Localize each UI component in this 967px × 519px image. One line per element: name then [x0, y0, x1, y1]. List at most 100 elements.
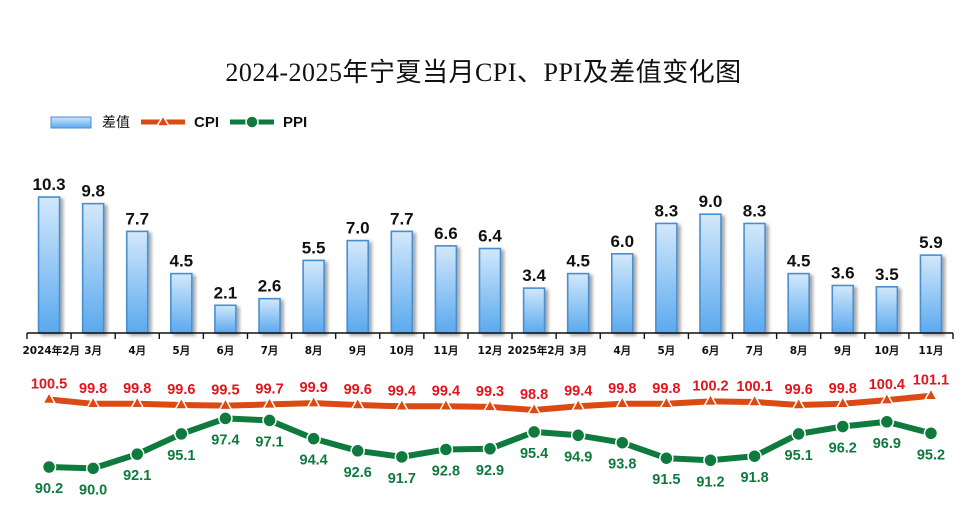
x-tick-label: 11月 [918, 345, 943, 357]
legend-item-ppi: PPI [229, 114, 307, 131]
ppi-value-label: 96.9 [873, 436, 901, 452]
ppi-circle-marker [306, 431, 321, 446]
x-tick-label: 5月 [657, 345, 675, 357]
cpi-triangle-marker [350, 396, 365, 410]
ppi-circle-marker [791, 426, 806, 442]
cpi-value-label: 101.1 [913, 373, 949, 389]
ppi-value-label: 93.8 [608, 457, 636, 473]
x-tick-label: 12月 [477, 345, 502, 357]
ppi-value-label: 92.1 [123, 468, 151, 484]
bar [699, 213, 722, 334]
ppi-value-label: 91.2 [696, 474, 724, 490]
ppi-value-label: 90.0 [79, 482, 107, 498]
cpi-triangle-marker [438, 397, 454, 412]
x-tick-label: 4月 [128, 345, 146, 357]
bar [566, 272, 590, 334]
legend-bar-swatch-icon [50, 116, 92, 129]
cpi-value-label: 99.3 [476, 384, 504, 400]
bar [346, 239, 370, 334]
cpi-triangle-marker [482, 398, 498, 412]
cpi-triangle-marker [129, 395, 145, 409]
x-tick-label: 9月 [349, 345, 367, 357]
cpi-value-label: 99.8 [123, 381, 151, 397]
cpi-triangle-marker [659, 395, 674, 409]
ppi-circle-marker [262, 413, 277, 428]
bar-value-label: 9.8 [81, 182, 105, 201]
ppi-value-label: 97.1 [255, 434, 283, 450]
legend-label-cpi: CPI [194, 113, 220, 131]
cpi-value-label: 99.6 [344, 382, 372, 398]
ppi-value-label: 95.4 [520, 446, 548, 462]
bar [919, 254, 943, 334]
cpi-value-label: 100.4 [869, 377, 905, 393]
cpi-value-label: 98.8 [520, 387, 548, 403]
ppi-circle-marker [41, 459, 57, 475]
ppi-value-label: 91.5 [652, 472, 680, 488]
cpi-value-label: 99.8 [652, 381, 680, 397]
ppi-circle-marker [615, 435, 630, 450]
ppi-circle-marker [879, 414, 895, 430]
bar [522, 287, 546, 334]
ppi-value-label: 92.8 [432, 463, 460, 479]
bar-value-label: 3.4 [522, 266, 546, 285]
bar [170, 272, 193, 334]
bar-value-label: 6.0 [610, 232, 634, 251]
ppi-circle-marker [174, 426, 189, 442]
x-tick-label: 11月 [433, 345, 458, 357]
cpi-triangle-marker [41, 390, 57, 405]
ppi-value-label: 92.9 [476, 463, 504, 479]
legend-ppi-circle-icon [230, 115, 275, 129]
x-tick-label: 10月 [874, 345, 899, 357]
cpi-triangle-marker [174, 396, 189, 410]
ppi-value-label: 94.4 [300, 453, 328, 469]
ppi-circle-marker [394, 449, 410, 465]
bar [875, 285, 899, 334]
bar [125, 230, 149, 334]
bar-value-label: 6.4 [478, 227, 502, 246]
cpi-triangle-marker [85, 395, 101, 409]
chart-title: 2024-2025年宁夏当月CPI、PPI及差值变化图 [225, 58, 742, 87]
bar-value-label: 7.7 [390, 209, 414, 228]
cpi-triangle-marker [879, 391, 895, 405]
legend: 差值 CPI PPI [50, 110, 317, 134]
cpi-value-label: 99.9 [300, 380, 328, 396]
bar-value-label: 7.7 [125, 209, 149, 228]
bar [610, 253, 634, 334]
cpi-triangle-marker [526, 401, 542, 415]
bar [743, 222, 766, 334]
bar-value-label: 8.3 [743, 201, 767, 220]
bar-value-label: 5.9 [919, 233, 943, 252]
ppi-circle-marker [659, 450, 674, 466]
cpi-triangle-marker [703, 392, 718, 407]
x-tick-label: 6月 [702, 345, 720, 357]
ppi-value-label: 91.7 [388, 471, 416, 487]
x-tick-label: 7月 [261, 345, 279, 357]
bar [434, 245, 458, 334]
bar-value-label: 4.5 [566, 252, 590, 271]
bar [390, 230, 414, 334]
ppi-value-label: 96.2 [829, 441, 857, 457]
cpi-value-label: 100.5 [31, 376, 67, 392]
ppi-circle-marker [526, 424, 542, 440]
bar-value-label: 10.3 [33, 175, 66, 194]
ppi-circle-marker [570, 428, 586, 443]
ppi-value-label: 95.1 [785, 448, 813, 464]
ppi-circle-marker [438, 442, 454, 457]
x-tick-label: 2025年2月 [508, 344, 566, 357]
bar [258, 297, 281, 334]
ppi-value-label: 91.8 [740, 470, 768, 486]
cpi-value-label: 99.6 [167, 382, 195, 398]
bar [787, 272, 810, 334]
cpi-value-label: 99.5 [211, 383, 239, 399]
x-tick-label: 4月 [613, 345, 631, 357]
ppi-value-label: 95.1 [167, 448, 195, 464]
ppi-circle-marker [129, 446, 145, 462]
cpi-series: 100.5 99.8 99.8 99.6 99.5 99.7 99.9 99.6 99.4 99.… [31, 373, 949, 415]
x-tick-label: 8月 [790, 345, 808, 357]
cpi-value-label: 99.7 [255, 381, 283, 397]
ppi-series: 90.2 90.0 92.1 95.1 97.4 97.1 94.4 92.6 91.7 92.8… [35, 411, 945, 498]
bar [302, 259, 325, 334]
cpi-triangle-marker [835, 395, 851, 409]
x-tick-label: 2024年2月 [22, 344, 80, 357]
